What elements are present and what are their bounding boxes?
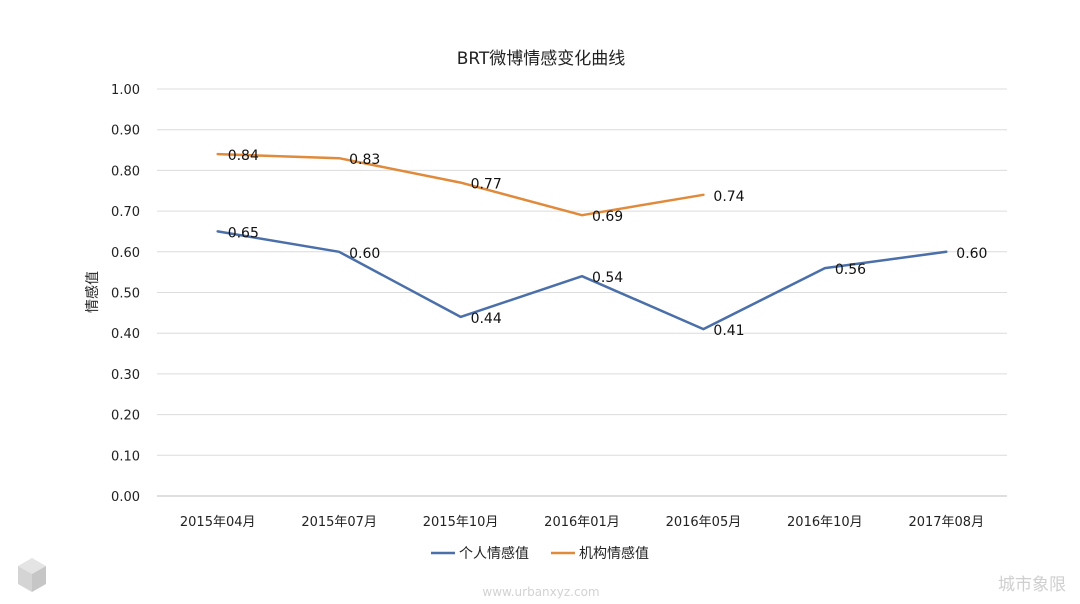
- y-tick-label: 0.80: [111, 164, 140, 179]
- series-line-1: [216, 230, 948, 331]
- y-tick-label: 0.10: [111, 449, 140, 464]
- data-label: 0.77: [471, 177, 502, 193]
- data-label: 0.56: [835, 262, 866, 278]
- x-tick-label: 2016年05月: [666, 515, 742, 530]
- y-tick-label: 0.70: [111, 205, 140, 220]
- y-tick-label: 0.50: [111, 287, 140, 302]
- x-tick-label: 2015年10月: [423, 515, 499, 530]
- y-tick-label: 1.00: [111, 83, 140, 98]
- x-axis-ticks: 2015年04月 2015年07月 2015年10月 2016年01月 2016年05月…: [180, 515, 984, 530]
- y-tick-label: 0.60: [111, 246, 140, 261]
- watermark: www.urbanxyz.com 城市象限: [18, 558, 1066, 599]
- data-label: 0.74: [713, 189, 744, 205]
- x-tick-label: 2017年08月: [908, 515, 984, 530]
- y-tick-label: 0.30: [111, 368, 140, 383]
- x-tick-label: 2016年01月: [544, 515, 620, 530]
- legend-label: 机构情感值: [579, 545, 649, 562]
- cube-logo-icon: [18, 558, 46, 592]
- y-tick-label: 0.00: [111, 490, 140, 505]
- data-label: 0.54: [592, 270, 623, 286]
- y-tick-label: 0.40: [111, 327, 140, 342]
- y-tick-label: 0.20: [111, 409, 140, 424]
- y-axis-label: 情感值: [84, 271, 101, 313]
- data-labels: 0.65 0.60 0.44 0.54 0.41 0.56 0.60 0.84 0.83 0.77…: [228, 148, 988, 339]
- data-label: 0.44: [471, 311, 502, 327]
- data-label: 0.69: [592, 209, 623, 225]
- data-label: 0.41: [713, 323, 744, 339]
- data-label: 0.65: [228, 225, 259, 241]
- legend-label: 个人情感值: [459, 545, 529, 562]
- y-axis-ticks: 0.00 0.10 0.20 0.30 0.40 0.50 0.60 0.70 0.80 0.90…: [111, 83, 140, 505]
- series-line-2: [216, 152, 705, 217]
- watermark-url: www.urbanxyz.com: [482, 585, 599, 599]
- watermark-brand: 城市象限: [998, 575, 1066, 595]
- x-tick-label: 2015年07月: [301, 515, 377, 530]
- series-lines: [216, 152, 948, 331]
- legend: 个人情感值 机构情感值: [431, 545, 649, 562]
- chart-title: BRT微博情感变化曲线: [457, 49, 626, 69]
- x-tick-label: 2015年04月: [180, 515, 256, 530]
- x-tick-label: 2016年10月: [787, 515, 863, 530]
- data-label: 0.83: [349, 152, 380, 168]
- data-label: 0.60: [956, 246, 987, 262]
- y-tick-label: 0.90: [111, 124, 140, 139]
- data-label: 0.60: [349, 246, 380, 262]
- gridlines: [157, 88, 1007, 497]
- data-label: 0.84: [228, 148, 259, 164]
